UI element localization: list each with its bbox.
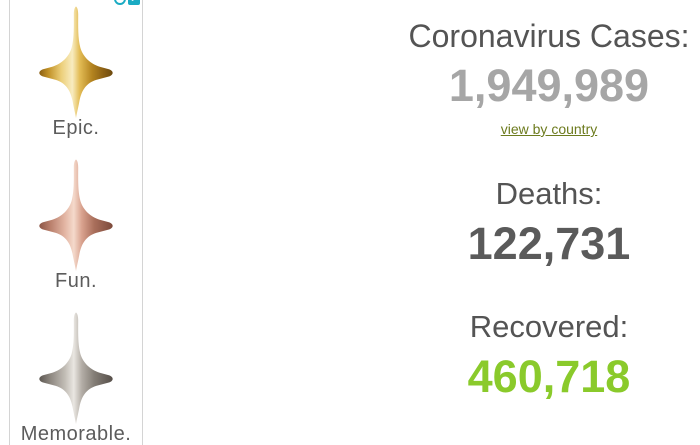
deaths-count: 122,731	[467, 218, 631, 269]
cases-heading: Coronavirus Cases:	[408, 18, 690, 54]
ad-product-silver[interactable]: Memorable.	[10, 309, 142, 445]
ad-product-gold[interactable]: Epic.	[10, 3, 142, 153]
deaths-heading: Deaths:	[495, 176, 603, 211]
ad-product-label: Epic.	[52, 117, 100, 139]
silver-spinning-top-image	[39, 312, 113, 425]
ad-info-icon[interactable]	[114, 0, 126, 5]
ad-product-label: Fun.	[54, 270, 98, 292]
view-by-country-link[interactable]: view by country	[500, 121, 598, 137]
cases-count: 1,949,989	[448, 60, 650, 111]
ad-controls: ▸	[114, 0, 140, 5]
ad-product-label: Memorable.	[20, 423, 132, 445]
recovered-heading: Recovered:	[469, 309, 629, 344]
copper-spinning-top-image	[39, 159, 113, 272]
recovered-count: 460,718	[467, 351, 631, 402]
adchoices-icon[interactable]: ▸	[128, 0, 140, 5]
ad-panel[interactable]: ▸ Epic. Fun. Memorable.	[9, 0, 143, 445]
ad-product-copper[interactable]: Fun.	[10, 156, 142, 306]
gold-spinning-top-image	[39, 6, 113, 119]
coronavirus-stats: Coronavirus Cases: 1,949,989 view by cou…	[398, 0, 700, 400]
